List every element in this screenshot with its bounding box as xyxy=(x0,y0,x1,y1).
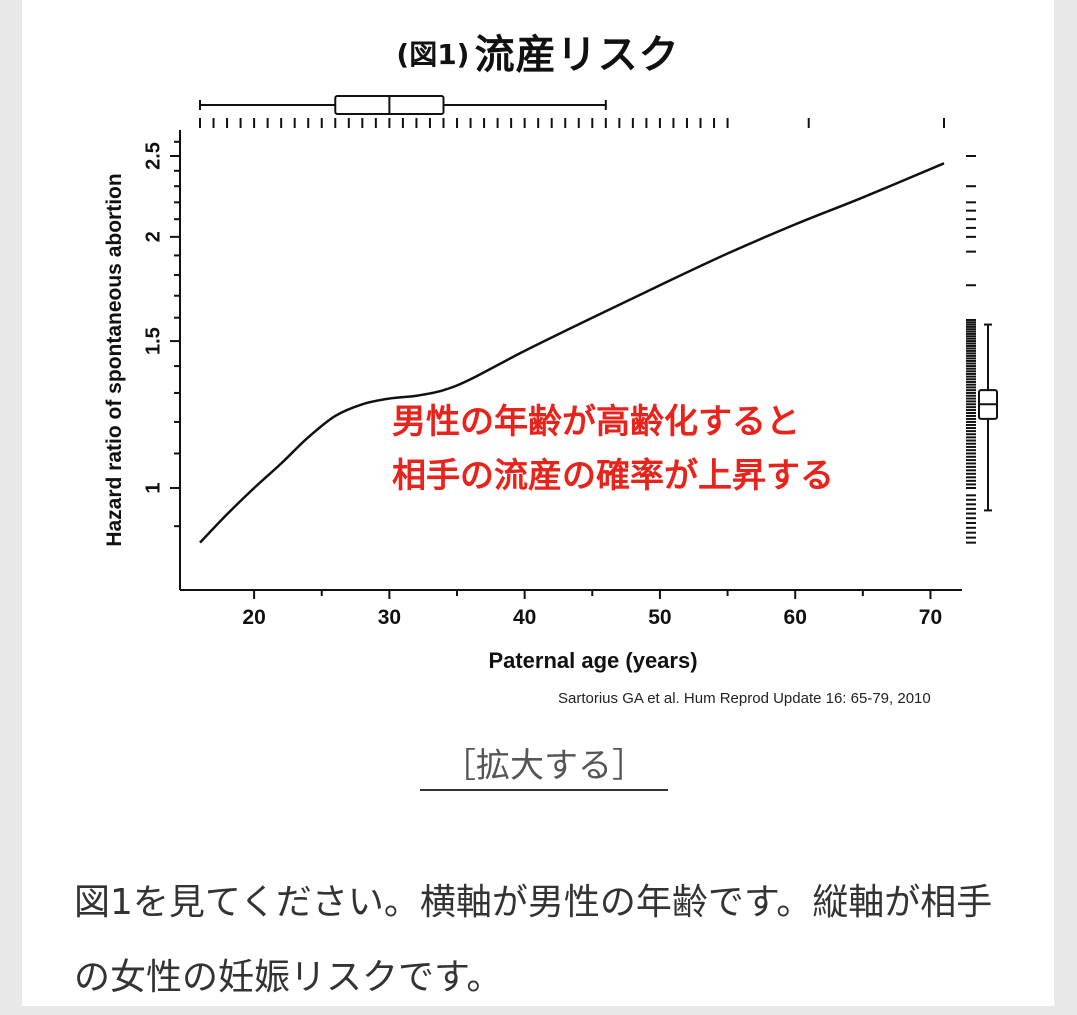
chart-boxplots xyxy=(199,95,998,512)
y-tick-label: 1 xyxy=(142,482,164,493)
x-tick-label: 70 xyxy=(919,606,942,629)
figure-number: (図1) xyxy=(396,38,470,71)
chart-series xyxy=(199,162,945,544)
y-axis-label: Hazard ratio of spontaneous abortion xyxy=(103,173,126,546)
figure-title: (図1) 流産リスク xyxy=(22,22,1054,80)
x-tick-label: 50 xyxy=(648,606,671,629)
hazard-ratio-line xyxy=(199,162,945,544)
x-axis-label: Paternal age (years) xyxy=(488,648,697,673)
hazard-ratio-chart[interactable]: 20 30 40 50 60 70 1 1.5 2 2.5 Paternal age (years… xyxy=(22,0,1054,720)
y-tick-label: 1.5 xyxy=(142,327,164,355)
x-tick-label: 30 xyxy=(378,606,401,629)
x-tick-label: 40 xyxy=(513,606,536,629)
chart-ticks: 20 30 40 50 60 70 1 1.5 2 2.5 xyxy=(142,140,942,629)
chart-rugs xyxy=(199,118,976,544)
y-tick-label: 2 xyxy=(142,231,164,242)
x-tick-label: 60 xyxy=(784,606,807,629)
chart-axes xyxy=(179,130,962,591)
figure-heading: 流産リスク xyxy=(474,32,680,78)
article-paragraph: 図1を見てください。横軸が男性の年齢です。縦軸が相手の女性の妊娠リスクです。 xyxy=(74,882,993,998)
annotation-line-2: 相手の流産の確率が上昇する xyxy=(392,456,834,496)
article-panel: (図1) 流産リスク 20 30 40 50 60 70 1 1.5 2 2.5 Paternal… xyxy=(22,0,1054,1006)
enlarge-link[interactable]: ［拡大する］ xyxy=(420,738,668,791)
x-tick-label: 20 xyxy=(242,606,265,629)
chart-annotation: 男性の年齢が高齢化すると 相手の流産の確率が上昇する xyxy=(392,395,952,503)
annotation-line-1: 男性の年齢が高齢化すると xyxy=(392,402,800,442)
y-tick-label: 2.5 xyxy=(142,142,164,170)
figure-citation: Sartorius GA et al. Hum Reprod Update 16… xyxy=(558,690,931,707)
